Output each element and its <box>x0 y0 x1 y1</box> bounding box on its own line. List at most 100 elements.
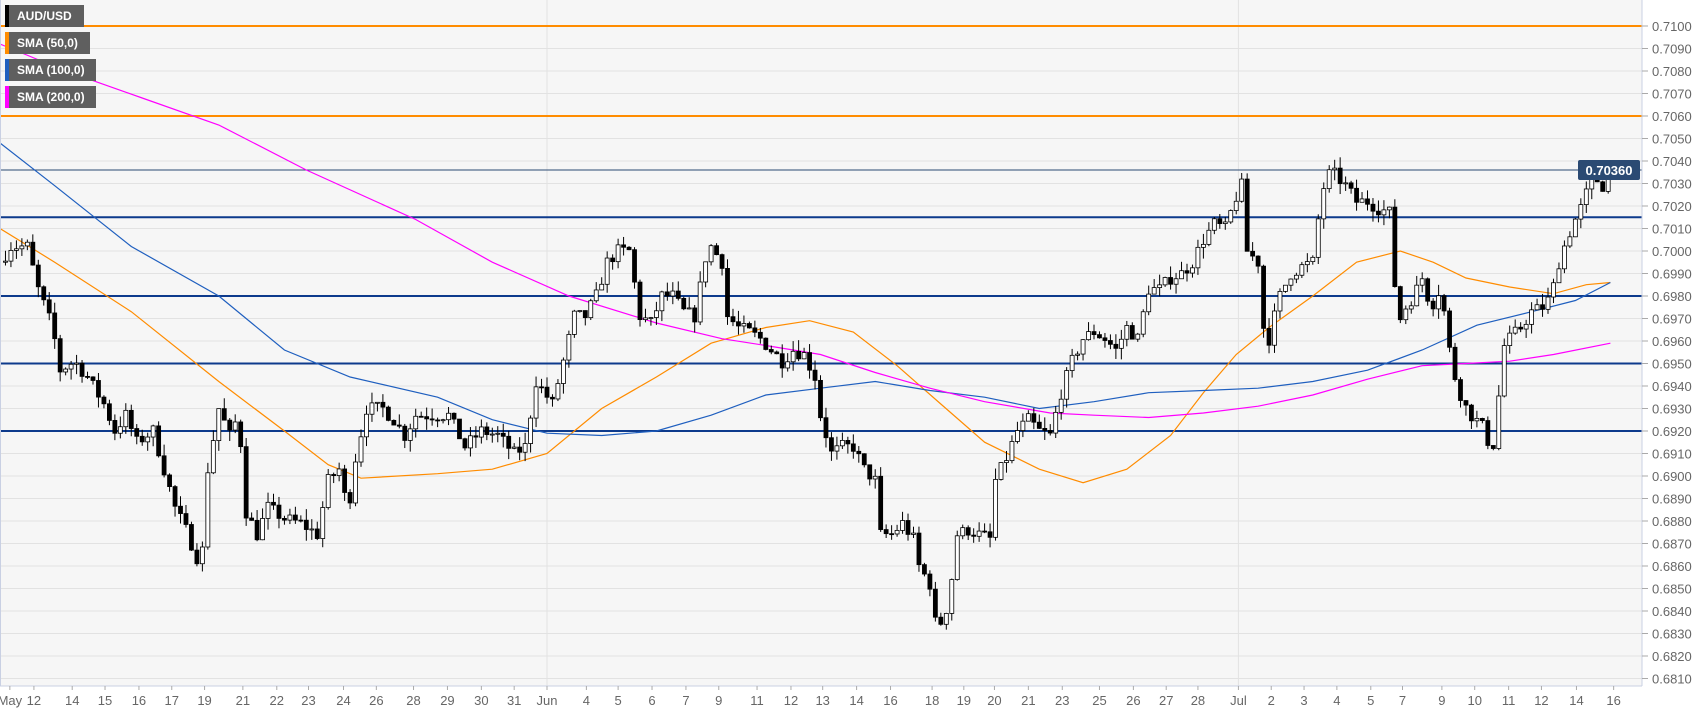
candle-body-bullish <box>1009 441 1015 461</box>
candle <box>413 408 419 438</box>
candle-body-bearish <box>1244 178 1250 252</box>
candle <box>1288 278 1294 292</box>
sma-lines <box>0 43 1611 484</box>
candle-body-bullish <box>954 535 960 580</box>
candle <box>790 341 796 371</box>
y-tick-label: 0.6880 <box>1652 514 1692 529</box>
candle <box>1113 334 1119 359</box>
candle-body-bullish <box>1069 354 1075 371</box>
last-price-marker: 0.70360 <box>1578 160 1640 180</box>
candle <box>478 419 484 444</box>
candle-body-bullish <box>1124 325 1130 340</box>
candle-body-bullish <box>1326 169 1332 190</box>
candle-body-bearish <box>971 534 977 537</box>
candle-body-bullish <box>24 241 30 247</box>
candle-body-bearish <box>128 409 134 429</box>
candle-body-bullish <box>1233 200 1239 211</box>
y-tick-label: 0.7030 <box>1652 177 1692 192</box>
candle <box>779 344 785 378</box>
candle-body-bearish <box>1250 250 1256 257</box>
y-tick-label: 0.7070 <box>1652 87 1692 102</box>
candle <box>1578 198 1584 229</box>
candle-body-bullish <box>287 514 293 521</box>
candle-body-bullish <box>790 350 796 363</box>
candle-body-bullish <box>960 527 966 537</box>
candle <box>654 301 659 325</box>
candle <box>1293 272 1299 284</box>
y-tick-label: 0.7060 <box>1652 109 1692 124</box>
candle-body-bearish <box>221 408 227 421</box>
candle <box>227 418 233 441</box>
candle-body-bearish <box>1600 181 1606 192</box>
candle <box>664 282 670 301</box>
y-tick-label: 0.7040 <box>1652 154 1692 169</box>
x-tick-label: 26 <box>1126 693 1140 708</box>
candle <box>178 496 183 524</box>
candle-body-bullish <box>1583 188 1589 206</box>
candle-body-bearish <box>763 337 769 350</box>
candle <box>1064 367 1070 408</box>
y-tick-label: 0.6920 <box>1652 424 1692 439</box>
candle <box>1600 180 1606 192</box>
candle-body-bullish <box>495 432 501 435</box>
candle-body-bearish <box>517 446 523 453</box>
candle <box>161 444 167 478</box>
candle <box>599 277 605 291</box>
candle-body-bullish <box>1321 188 1327 220</box>
legend-sma-200[interactable]: SMA (200,0) <box>5 86 96 108</box>
candle <box>878 467 884 532</box>
candle <box>1343 176 1349 191</box>
candle-body-bearish <box>610 257 616 263</box>
candle-body-bearish <box>878 475 884 530</box>
candle-body-bearish <box>1540 304 1545 310</box>
candle-body-bearish <box>725 268 730 318</box>
candle <box>210 430 216 475</box>
candle <box>57 334 63 382</box>
legend-sma-50[interactable]: SMA (50,0) <box>5 32 90 54</box>
candle <box>872 469 878 489</box>
candle <box>697 271 703 326</box>
candle <box>1036 414 1042 429</box>
candle <box>1392 199 1398 288</box>
candle-body-bullish <box>1190 267 1195 274</box>
candle-body-bullish <box>1283 284 1288 292</box>
candle-body-bullish <box>1529 309 1534 325</box>
candle <box>1086 322 1091 341</box>
candle <box>451 412 457 424</box>
candle-body-bullish <box>364 413 369 438</box>
candle <box>1299 261 1305 279</box>
candle-body-bearish <box>342 468 348 493</box>
candle-body-bearish <box>227 419 233 431</box>
candle <box>24 239 30 251</box>
candle <box>1452 342 1458 382</box>
candle-body-bullish <box>375 401 380 404</box>
candle-body-bullish <box>1572 218 1578 238</box>
candle <box>1162 276 1168 287</box>
candle <box>216 408 222 451</box>
candle-body-bullish <box>1179 270 1184 280</box>
candle <box>484 422 490 441</box>
candle-body-bullish <box>593 289 599 302</box>
candle <box>1403 305 1409 325</box>
y-tick-label: 0.7100 <box>1652 19 1692 34</box>
candle <box>1140 309 1146 338</box>
y-tick-label: 0.6990 <box>1652 267 1692 282</box>
x-tick-label: 24 <box>336 693 350 708</box>
candle-body-bearish <box>1047 430 1053 434</box>
candle-body-bearish <box>101 396 107 405</box>
candle <box>954 530 960 581</box>
candle-body-bearish <box>107 403 112 421</box>
x-tick-label: 3 <box>1300 693 1307 708</box>
candle <box>768 345 774 355</box>
candle <box>46 292 52 321</box>
candle-body-bearish <box>402 425 408 441</box>
candle-body-bearish <box>829 437 834 452</box>
legend-sma-100[interactable]: SMA (100,0) <box>5 59 96 81</box>
candle-body-bearish <box>768 349 774 353</box>
candle <box>566 330 572 368</box>
legend-audusd[interactable]: AUD/USD <box>5 5 84 27</box>
candle-body-bullish <box>1414 284 1420 307</box>
candle <box>861 453 867 468</box>
candle <box>637 279 643 327</box>
